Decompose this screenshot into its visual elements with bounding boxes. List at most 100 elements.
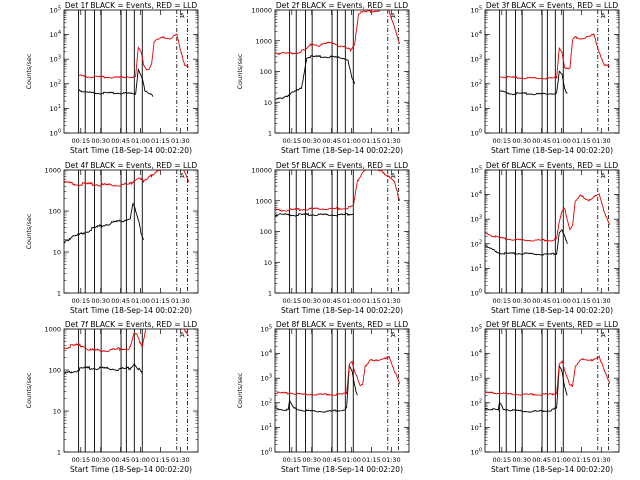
x-tick-label: 01:15 (151, 456, 170, 464)
x-tick-label: 01:30 (592, 297, 611, 305)
y-tick-label: 1000 (44, 167, 61, 175)
y-tick-label: 103 (471, 55, 482, 64)
y-tick-label: 102 (471, 239, 482, 248)
y-tick-label: 1 (268, 290, 272, 298)
lld-series-line (275, 170, 401, 212)
x-tick-label: 00:15 (282, 137, 301, 145)
plot-frame (274, 9, 410, 134)
chart-panel: Det 4f BLACK = Events, RED = LLD Counts/s… (25, 161, 199, 315)
y-tick-label: 104 (50, 30, 61, 39)
x-tick-label: 00:15 (71, 137, 90, 145)
marker-label: A (601, 12, 606, 20)
chart-title: Det 5f BLACK = Events, RED = LLD (276, 161, 409, 170)
chart-panel: Det 7f BLACK = Events, RED = LLD Counts/s… (25, 320, 199, 474)
x-tick-label: 00:45 (322, 137, 341, 145)
x-tick-label: 01:15 (572, 456, 591, 464)
y-tick-label: 10000 (251, 7, 272, 15)
x-tick-label: 01:00 (342, 297, 361, 305)
marker-label: A (180, 331, 185, 339)
chart-title: Det 7f BLACK = Events, RED = LLD (65, 320, 198, 329)
x-tick-label: 01:15 (362, 297, 381, 305)
y-tick-label: 100 (260, 68, 272, 76)
y-tick-label: 1000 (255, 37, 272, 45)
x-tick-label: 00:15 (282, 456, 301, 464)
x-tick-label: 01:30 (592, 456, 611, 464)
y-tick-label: 104 (471, 349, 482, 358)
events-series-line (78, 68, 154, 97)
x-axis-label: Start Time (18-Sep-14 00:02:20) (491, 306, 613, 315)
marker-label: A (601, 331, 606, 339)
x-tick-label: 00:15 (71, 297, 90, 305)
x-axis-label: Start Time (18-Sep-14 00:02:20) (281, 306, 403, 315)
y-tick-label: 105 (261, 325, 272, 334)
y-tick-label: 103 (471, 374, 482, 383)
x-tick-label: 00:45 (322, 297, 341, 305)
x-tick-label: 00:15 (492, 297, 511, 305)
x-tick-label: 01:00 (131, 456, 150, 464)
y-tick-label: 100 (471, 129, 482, 138)
events-series-line (275, 54, 356, 100)
chart-panel: Det 1f BLACK = Events, RED = LLD Counts/s… (25, 1, 199, 155)
y-tick-label: 100 (50, 129, 61, 138)
x-tick-label: 01:15 (572, 297, 591, 305)
chart-title: Det 6f BLACK = Events, RED = LLD (486, 161, 619, 170)
y-axis-label: Counts/sec (25, 372, 33, 408)
lld-series-line (275, 10, 401, 55)
x-tick-label: 01:15 (151, 297, 170, 305)
chart-panel: Det 6f BLACK = Events, RED = LLD Start Ti… (471, 161, 620, 315)
x-tick-label: 01:30 (382, 297, 401, 305)
x-tick-label: 00:45 (532, 297, 551, 305)
y-tick-label: 10 (264, 99, 272, 107)
x-axis-label: Start Time (18-Sep-14 00:02:20) (70, 146, 192, 155)
x-tick-label: 01:00 (552, 137, 571, 145)
plot-frame (63, 169, 199, 294)
plot-frame (274, 328, 410, 453)
events-series-line (64, 362, 143, 375)
x-tick-label: 01:30 (171, 137, 190, 145)
x-tick-label: 01:30 (171, 456, 190, 464)
x-tick-label: 00:15 (492, 456, 511, 464)
plot-frame (484, 328, 620, 453)
y-tick-label: 10 (264, 259, 272, 267)
x-tick-label: 00:45 (532, 456, 551, 464)
events-series-line (485, 365, 568, 413)
x-tick-label: 01:30 (171, 297, 190, 305)
chart-title: Det 3f BLACK = Events, RED = LLD (486, 1, 619, 10)
y-tick-label: 103 (50, 55, 61, 64)
x-tick-label: 01:15 (362, 456, 381, 464)
y-tick-label: 102 (261, 398, 272, 407)
lld-series-line (485, 354, 611, 396)
marker-label: A (391, 12, 396, 20)
chart-panel: Det 9f BLACK = Events, RED = LLD Start Ti… (471, 320, 620, 474)
x-tick-label: 01:30 (592, 137, 611, 145)
chart-title: Det 4f BLACK = Events, RED = LLD (65, 161, 198, 170)
y-tick-label: 105 (471, 325, 482, 334)
marker-label: A (391, 331, 396, 339)
y-tick-label: 102 (50, 79, 61, 88)
x-tick-label: 01:00 (342, 137, 361, 145)
x-axis-label: Start Time (18-Sep-14 00:02:20) (491, 465, 613, 474)
x-tick-label: 00:30 (91, 456, 110, 464)
x-axis-label: Start Time (18-Sep-14 00:02:20) (70, 306, 192, 315)
chart-panel: Det 3f BLACK = Events, RED = LLD Start Ti… (471, 1, 620, 155)
lld-series-line (485, 193, 611, 242)
y-tick-label: 100 (49, 367, 61, 375)
x-tick-label: 00:45 (322, 456, 341, 464)
y-axis-label: Counts/sec (236, 372, 244, 408)
y-tick-label: 102 (471, 398, 482, 407)
y-tick-label: 101 (471, 264, 482, 273)
x-tick-label: 00:45 (111, 137, 130, 145)
y-tick-label: 105 (50, 6, 61, 15)
plot-frame (63, 9, 199, 134)
plot-frame (484, 169, 620, 294)
events-series-line (64, 202, 145, 244)
events-series-line (275, 364, 358, 413)
events-series-line (275, 212, 354, 217)
y-tick-label: 101 (471, 104, 482, 113)
chart-panel: Det 5f BLACK = Events, RED = LLD Start Ti… (251, 161, 410, 315)
y-tick-label: 10000 (251, 167, 272, 175)
x-tick-label: 00:45 (111, 297, 130, 305)
y-tick-label: 105 (471, 166, 482, 175)
x-axis-label: Start Time (18-Sep-14 00:02:20) (281, 146, 403, 155)
